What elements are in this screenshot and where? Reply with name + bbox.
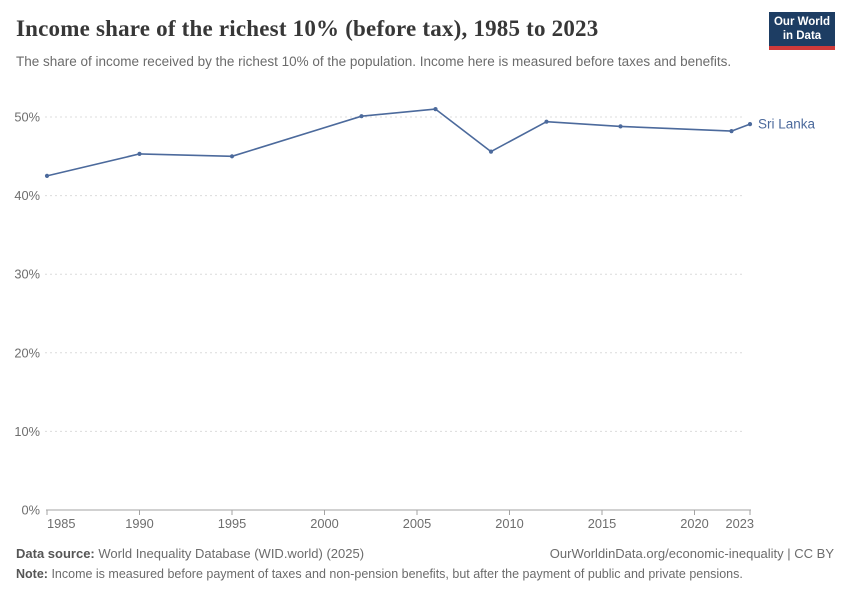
note-label: Note: xyxy=(16,567,48,581)
data-point-1995[interactable] xyxy=(229,154,235,159)
x-axis-tick-label-2023: 2023 xyxy=(726,516,754,531)
data-point-1985[interactable] xyxy=(44,173,50,178)
owid-logo-line1: Our World xyxy=(773,16,830,28)
data-point-1990[interactable] xyxy=(137,151,142,156)
trend-line-sri-lanka[interactable] xyxy=(46,108,751,177)
x-axis-tick-label-2015: 2015 xyxy=(588,516,616,531)
x-axis-tick-label-1985: 1985 xyxy=(47,516,75,531)
chart-subtitle: The share of income received by the rich… xyxy=(16,54,732,69)
chart-note: Note: Income is measured before payment … xyxy=(16,567,834,581)
owid-logo[interactable]: Our World in Data xyxy=(769,12,835,50)
x-axis-tick-label-2000: 2000 xyxy=(310,516,338,531)
data-point-2009[interactable] xyxy=(488,149,494,154)
series-label-sri-lanka[interactable]: Sri Lanka xyxy=(758,117,816,132)
chart-title: Income share of the richest 10% (before … xyxy=(16,16,599,41)
y-axis-tick-label-10: 10% xyxy=(14,424,40,439)
y-axis-tick-label-0: 0% xyxy=(22,503,41,518)
note-value: Income is measured before payment of tax… xyxy=(51,567,743,581)
y-axis-tick-label-30: 30% xyxy=(14,267,40,282)
y-axis-tick-label-50: 50% xyxy=(14,110,40,125)
data-source-value: World Inequality Database (WID.world) (2… xyxy=(98,546,365,561)
credit-link[interactable]: OurWorldinData.org/economic-inequality |… xyxy=(549,546,834,561)
data-source-label: Data source: xyxy=(16,546,95,561)
chart-footer: Data source: World Inequality Database (… xyxy=(16,546,834,581)
x-axis-tick-label-2005: 2005 xyxy=(403,516,431,531)
data-point-2016[interactable] xyxy=(618,124,623,129)
x-axis-tick-label-2020: 2020 xyxy=(680,516,708,531)
data-point-2012[interactable] xyxy=(544,119,549,124)
x-axis-tick-label-1995: 1995 xyxy=(218,516,246,531)
data-source: Data source: World Inequality Database (… xyxy=(16,546,364,561)
x-axis-tick-label-1990: 1990 xyxy=(125,516,153,531)
owid-logo-line2: in Data xyxy=(782,30,822,42)
data-point-2002[interactable] xyxy=(359,114,364,119)
y-axis-tick-label-40: 40% xyxy=(14,188,40,203)
y-axis-tick-label-20: 20% xyxy=(14,345,40,360)
data-point-2006[interactable] xyxy=(433,107,438,112)
data-point-2023[interactable] xyxy=(747,122,753,127)
data-point-2022[interactable] xyxy=(729,129,734,134)
x-axis-tick-label-2010: 2010 xyxy=(495,516,523,531)
